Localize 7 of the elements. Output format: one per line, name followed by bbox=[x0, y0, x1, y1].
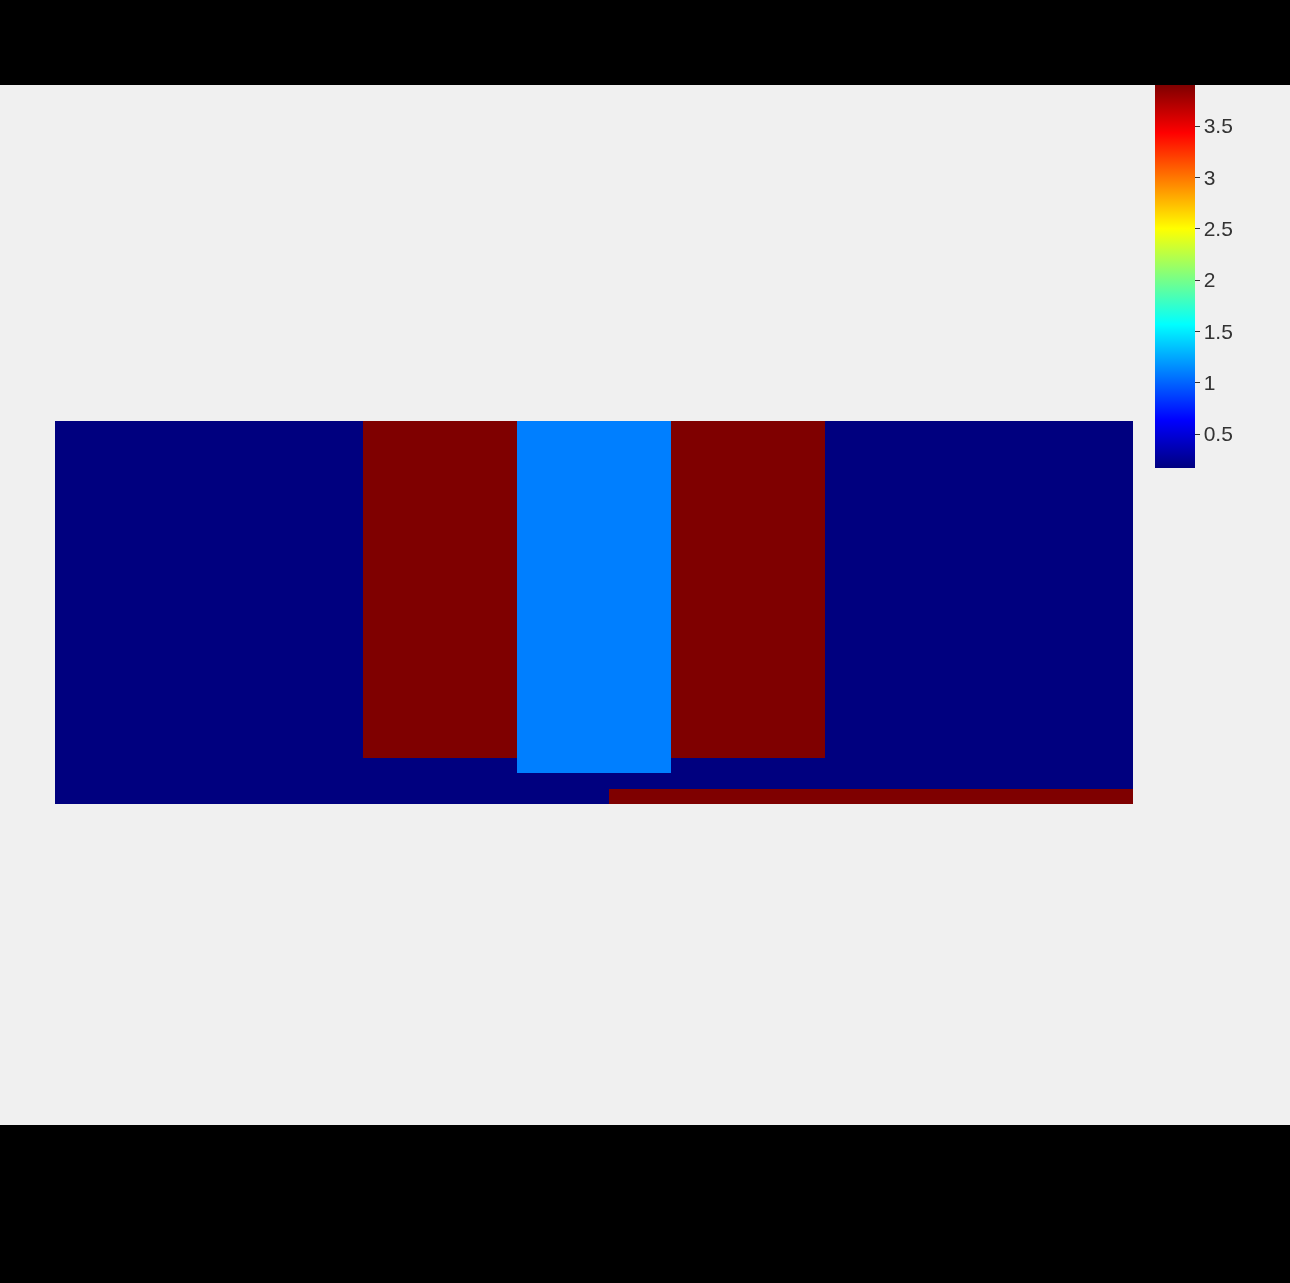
color-bar-label: 3.5 bbox=[1203, 114, 1233, 138]
color-bar-label: 0.5 bbox=[1203, 422, 1233, 446]
color-bar-label: 1 bbox=[1203, 371, 1216, 395]
color-bar-label: 3 bbox=[1203, 165, 1216, 189]
color-bar-label: 2 bbox=[1203, 268, 1216, 292]
color-bar-label: 2.5 bbox=[1203, 217, 1233, 241]
color-bar-label: 1.5 bbox=[1203, 319, 1233, 343]
